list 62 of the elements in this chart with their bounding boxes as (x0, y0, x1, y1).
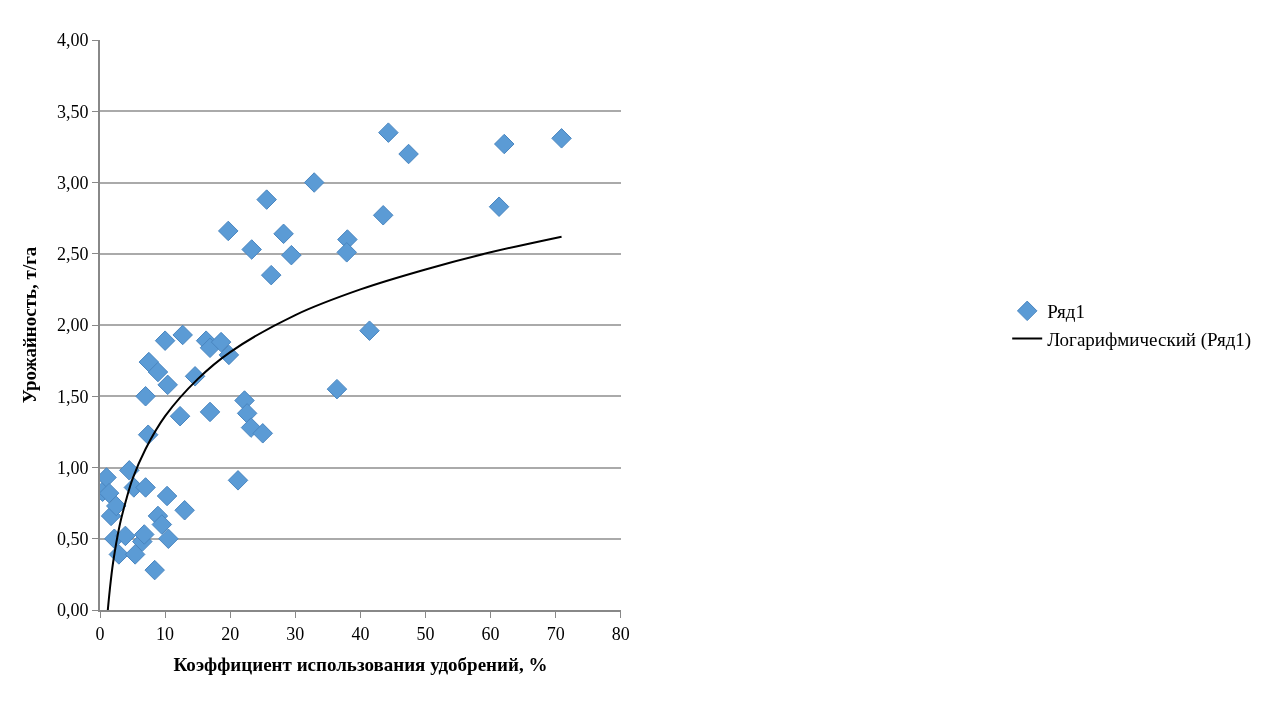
point (378, 122, 399, 143)
x-tick-label: 40 (351, 623, 370, 644)
point (199, 401, 221, 423)
x-tick-label: 10 (156, 623, 175, 644)
x-tick-label: 30 (286, 623, 305, 644)
y-tick-label: 4,00 (56, 30, 89, 51)
point (115, 525, 136, 547)
point (359, 320, 380, 341)
point (138, 351, 160, 373)
y-tick-label: 3,00 (56, 172, 89, 193)
point (151, 514, 173, 535)
point (157, 374, 178, 396)
point (260, 264, 282, 286)
x-tick-label: 0 (95, 623, 105, 644)
legend-label: Логарифмический (Ряд1) (1047, 328, 1252, 351)
point (336, 242, 357, 263)
y-tick-label: 2,50 (56, 244, 89, 265)
y-tick-label: 0,50 (56, 529, 89, 550)
point (281, 244, 302, 266)
point (174, 500, 195, 521)
point (398, 143, 419, 165)
point (303, 172, 325, 193)
point (154, 330, 176, 351)
point (372, 205, 394, 226)
y-tick-label: 1,00 (56, 457, 89, 478)
point (256, 189, 277, 210)
point (124, 544, 146, 565)
x-axis-title: Коэффициент использования удобрений, % (173, 653, 548, 675)
x-tick-label: 60 (481, 623, 500, 644)
point (158, 528, 179, 549)
point (252, 423, 273, 444)
point (135, 477, 156, 498)
point (119, 460, 140, 481)
point (218, 220, 239, 242)
point (326, 378, 348, 400)
point (169, 405, 191, 427)
point (551, 128, 572, 149)
point (147, 361, 169, 383)
point (134, 524, 155, 545)
point (144, 559, 165, 581)
point (210, 331, 232, 353)
point (135, 386, 156, 407)
point (156, 485, 178, 507)
y-tick-label: 1,50 (56, 386, 89, 407)
y-tick-label: 3,50 (56, 101, 89, 122)
x-tick-label: 70 (546, 623, 565, 644)
point (106, 495, 127, 517)
y-axis-title: Урожайность, т/га (19, 246, 41, 404)
y-tick-label: 2,00 (56, 315, 89, 336)
point (236, 403, 258, 424)
point (494, 133, 515, 155)
point (488, 196, 510, 217)
legend-label: Ряд1 (1047, 301, 1085, 323)
x-tick-label: 80 (611, 623, 630, 644)
point (227, 470, 249, 491)
point (100, 482, 120, 504)
point (273, 223, 294, 245)
x-tick-label: 20 (221, 623, 240, 644)
y-tick-label: 0,00 (56, 600, 89, 621)
point (241, 239, 262, 260)
point (172, 324, 193, 346)
x-tick-label: 50 (416, 623, 435, 644)
